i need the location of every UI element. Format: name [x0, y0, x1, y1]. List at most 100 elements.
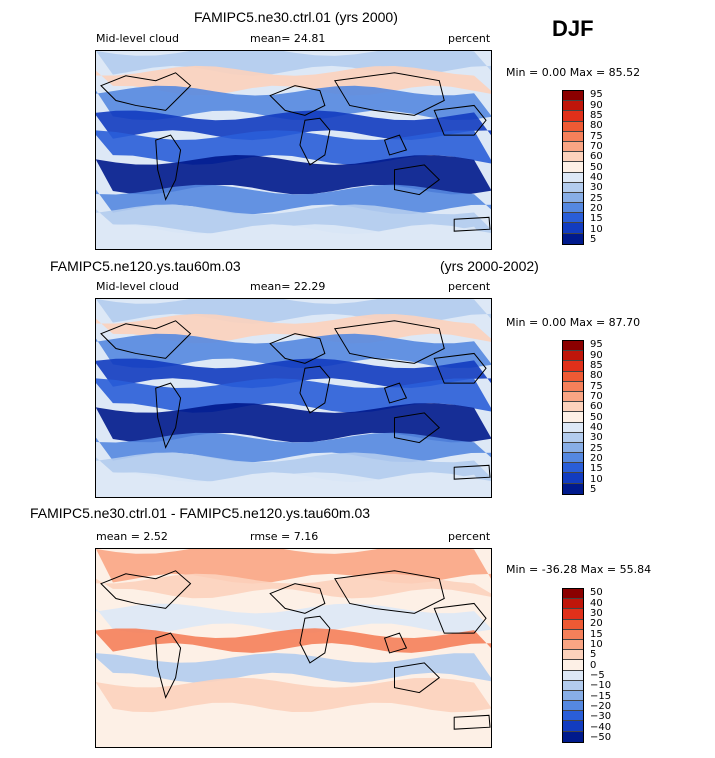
colorbar-swatch — [563, 609, 583, 620]
coastline — [269, 85, 326, 116]
season-label: DJF — [552, 16, 594, 41]
colorbar-tick-label: 15 — [590, 628, 603, 640]
contour-band — [96, 224, 491, 249]
colorbar-tick-label: 85 — [590, 109, 603, 121]
panel-2-variable: Mid-level cloud — [96, 280, 179, 293]
coastline — [433, 352, 487, 384]
colorbar-swatch — [563, 453, 583, 464]
colorbar-swatch — [563, 101, 583, 112]
colorbar-swatch — [563, 463, 583, 474]
colorbar-swatch — [563, 361, 583, 372]
colorbar-swatch — [563, 203, 583, 214]
coastline — [269, 333, 326, 364]
colorbar-swatch — [563, 213, 583, 224]
colorbar-swatch — [563, 141, 583, 153]
colorbar-tick-label: 40 — [590, 171, 603, 183]
colorbar-swatch — [563, 233, 583, 244]
panel-1-minmax: Min = 0.00 Max = 85.52 — [506, 66, 641, 79]
panel-3-units: percent — [448, 530, 491, 543]
colorbar-tick-label: −15 — [590, 690, 612, 702]
coastline — [393, 412, 441, 444]
contour-band — [96, 184, 491, 215]
panel-2-map — [95, 298, 492, 498]
contour-band — [96, 652, 491, 683]
panel-1-variable: Mid-level cloud — [96, 32, 179, 45]
coastline — [453, 216, 491, 232]
coastline — [393, 164, 441, 196]
colorbar-swatch — [563, 172, 583, 183]
colorbar-tick-label: 5 — [590, 233, 597, 245]
colorbar-tick-label: 50 — [590, 587, 603, 599]
contour-band — [96, 85, 491, 121]
contour-band — [96, 110, 491, 141]
colorbar-tick-label: 50 — [590, 161, 603, 173]
panel-3-colorbar — [562, 588, 584, 743]
colorbar-tick-label: 20 — [590, 618, 603, 630]
coastline — [433, 602, 487, 634]
coastline — [393, 662, 441, 694]
colorbar-swatch — [563, 162, 583, 173]
panel-3-rmse: rmse = 7.16 — [250, 530, 319, 543]
panel-2-years: (yrs 2000-2002) — [440, 258, 539, 274]
panel-2-title: FAMIPC5.ne120.ys.tau60m.03 — [50, 258, 241, 274]
colorbar-swatch — [563, 711, 583, 722]
colorbar-swatch — [563, 639, 583, 651]
contour-band — [96, 403, 491, 443]
colorbar-tick-label: −5 — [590, 669, 605, 681]
colorbar-tick-label: 95 — [590, 89, 603, 101]
colorbar-tick-label: 95 — [590, 339, 603, 351]
coastline — [333, 570, 445, 614]
panel-3-title: FAMIPC5.ne30.ctrl.01 - FAMIPC5.ne120.ys.… — [30, 505, 371, 521]
coastline — [333, 320, 445, 364]
coastline — [333, 72, 445, 116]
panel-1-colorbar — [562, 90, 584, 245]
colorbar-tick-label: 5 — [590, 649, 597, 661]
colorbar-tick-label: 10 — [590, 473, 603, 485]
colorbar-tick-label: 60 — [590, 401, 603, 413]
panel-1-map — [95, 50, 492, 250]
colorbar-swatch — [563, 731, 583, 742]
colorbar-swatch — [563, 690, 583, 702]
colorbar-swatch — [563, 152, 583, 163]
colorbar-swatch — [563, 660, 583, 671]
contour-band — [96, 677, 491, 713]
panel-1-mean: mean= 24.81 — [250, 32, 326, 45]
coastline — [155, 134, 182, 201]
colorbar-tick-label: 20 — [590, 452, 603, 464]
contour-band — [96, 432, 491, 463]
panel-1-title: FAMIPC5.ne30.ctrl.01 (yrs 2000) — [194, 9, 398, 25]
colorbar-tick-label: 5 — [590, 483, 597, 495]
panel-2-units: percent — [448, 280, 491, 293]
colorbar-swatch — [563, 422, 583, 433]
colorbar-tick-label: 20 — [590, 202, 603, 214]
colorbar-tick-label: 15 — [590, 213, 603, 225]
colorbar-tick-label: −50 — [590, 731, 612, 743]
colorbar-tick-label: 50 — [590, 411, 603, 423]
colorbar-swatch — [563, 391, 583, 403]
contour-band — [96, 378, 491, 413]
coastline — [269, 583, 326, 614]
colorbar-swatch — [563, 371, 583, 382]
colorbar-swatch — [563, 111, 583, 122]
colorbar-tick-label: 75 — [590, 380, 603, 392]
colorbar-tick-label: 30 — [590, 432, 603, 444]
colorbar-swatch — [563, 619, 583, 630]
colorbar-swatch — [563, 341, 583, 352]
colorbar-swatch — [563, 402, 583, 413]
colorbar-swatch — [563, 351, 583, 362]
colorbar-tick-label: 25 — [590, 192, 603, 204]
coastline — [383, 134, 408, 156]
panel-1-units: percent — [448, 32, 491, 45]
colorbar-swatch — [563, 721, 583, 732]
coastline — [299, 117, 331, 166]
contour-band — [96, 452, 491, 483]
coastline — [299, 615, 331, 664]
coastline — [155, 632, 182, 699]
coastline — [433, 104, 487, 136]
contour-band — [96, 130, 491, 165]
panel-2-colorbar — [562, 340, 584, 495]
coastline — [100, 320, 192, 359]
colorbar-tick-label: 80 — [590, 370, 603, 382]
colorbar-tick-label: 40 — [590, 597, 603, 609]
contour-band — [96, 628, 491, 653]
